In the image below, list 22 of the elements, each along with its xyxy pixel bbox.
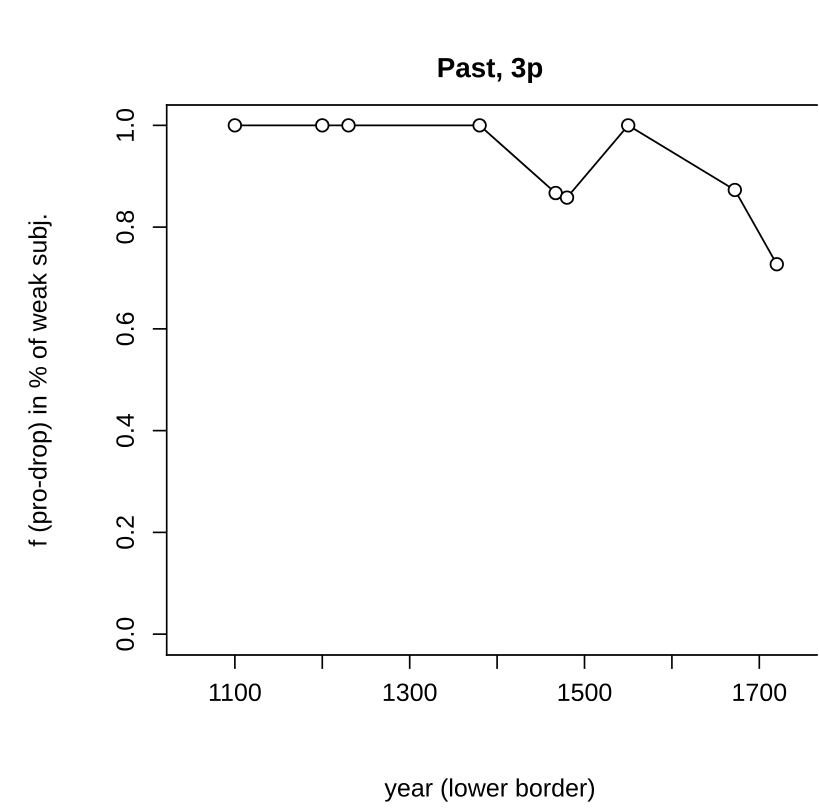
y-tick-label: 0.0	[116, 618, 134, 651]
x-tick-label: 1300	[384, 683, 437, 702]
y-tick-label: 0.8	[116, 210, 134, 244]
point	[315, 118, 330, 133]
y-tick-label: 0.6	[116, 312, 134, 346]
point	[341, 118, 356, 133]
point	[770, 257, 784, 272]
point	[548, 186, 563, 200]
y-tick-label: 0.2	[116, 516, 134, 549]
point	[621, 118, 636, 133]
x-tick-label: 1100	[210, 683, 261, 702]
point	[228, 118, 242, 133]
x-axis-title: year (lower border)	[384, 778, 594, 802]
x-tick-label: 1700	[733, 683, 786, 702]
point	[472, 118, 487, 133]
y-tick-label: 0.4	[116, 414, 134, 448]
chart-title: Past, 3p	[438, 58, 542, 83]
y-tick-label: 1.0	[116, 108, 134, 141]
y-axis-title: f (pro-drop) in % of weak subj.	[28, 216, 52, 546]
point	[728, 182, 742, 198]
point	[560, 190, 574, 205]
x-tick-label: 1500	[558, 683, 612, 702]
